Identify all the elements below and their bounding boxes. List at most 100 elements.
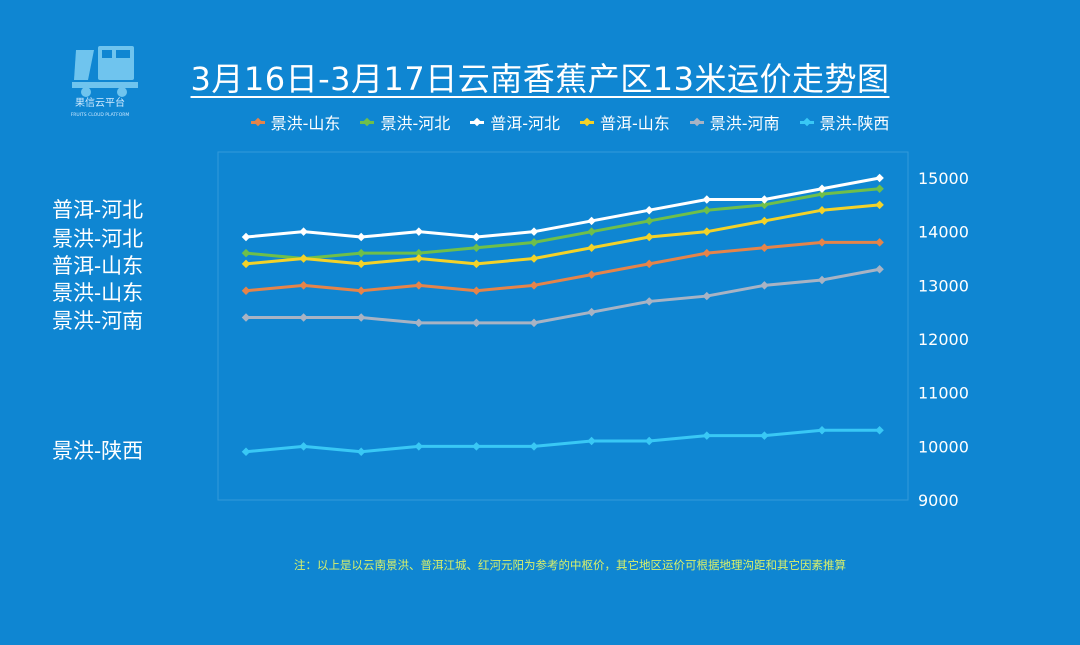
y-tick-label: 15000: [918, 169, 969, 188]
side-label-jinghong-hebei: 景洪-河北: [52, 227, 144, 251]
legend-swatch: [689, 120, 704, 124]
data-point: [644, 436, 654, 446]
data-point: [414, 281, 424, 290]
data-point: [875, 264, 884, 274]
data-point: [529, 318, 539, 328]
legend-item: 景洪-山东: [250, 110, 340, 134]
data-point: [529, 281, 539, 290]
data-point: [587, 270, 596, 279]
data-point: [414, 248, 424, 258]
data-point: [644, 297, 654, 306]
data-point: [587, 216, 596, 226]
data-point: [414, 318, 424, 328]
data-point: [529, 227, 539, 236]
legend-item: 普洱-山东: [580, 110, 670, 134]
data-point: [702, 195, 712, 204]
data-point: [472, 442, 481, 451]
y-tick-label: 9000: [918, 491, 959, 510]
data-point: [356, 286, 366, 295]
data-point: [702, 431, 712, 440]
chart-legend: 景洪-山东 景洪-河北 普洱-河北 普洱-山东 景洪-河南 景洪-陕西: [0, 110, 1080, 134]
y-tick-label: 11000: [918, 384, 969, 403]
data-point: [472, 232, 481, 242]
data-point: [817, 275, 827, 285]
data-point: [241, 248, 251, 258]
legend-label: 景洪-河南: [709, 114, 780, 133]
data-point: [529, 442, 539, 451]
data-point: [299, 254, 308, 263]
data-point: [472, 259, 481, 269]
chart-title: 3月16日-3月17日云南香蕉产区13米运价走势图: [190, 60, 890, 98]
data-point: [760, 431, 769, 440]
legend-label: 景洪-陕西: [819, 114, 890, 133]
plot-area: [217, 151, 909, 501]
series-line-2: [245, 176, 880, 239]
data-point: [241, 447, 251, 456]
data-point: [702, 291, 712, 301]
legend-item: 景洪-河南: [689, 110, 780, 134]
side-label-jinghong-shandong: 景洪-山东: [52, 281, 144, 305]
data-point: [587, 243, 596, 253]
side-label-puer-hebei: 普洱-河北: [52, 198, 144, 222]
data-point: [299, 313, 308, 322]
y-tick-label: 13000: [918, 276, 969, 295]
legend-swatch: [470, 120, 485, 124]
data-point: [760, 281, 769, 290]
y-tick-label: 10000: [918, 437, 969, 456]
legend-swatch: [580, 120, 594, 124]
side-label-puer-shandong: 普洱-山东: [52, 254, 144, 278]
data-point: [356, 313, 366, 322]
side-label-jinghong-shaanxi: 景洪-陕西: [52, 439, 144, 463]
data-point: [702, 205, 712, 215]
data-point: [241, 313, 251, 322]
data-point: [875, 425, 884, 435]
data-point: [356, 259, 366, 269]
series-line-4: [246, 267, 880, 325]
legend-label: 景洪-河北: [380, 114, 451, 133]
data-point: [414, 442, 424, 451]
data-point: [299, 281, 308, 290]
data-point: [587, 307, 596, 317]
truck-logo-icon: 果信云平台 FRUITS CLOUD PLATFORM: [71, 46, 138, 118]
legend-swatch: [799, 120, 814, 124]
series-line-0: [245, 240, 880, 293]
data-point: [241, 232, 251, 242]
data-point: [356, 248, 366, 258]
data-point: [817, 238, 827, 247]
data-point: [702, 227, 712, 236]
data-point: [875, 200, 884, 210]
side-label-jinghong-henan: 景洪-河南: [52, 309, 144, 333]
data-point: [299, 227, 308, 236]
data-point: [414, 254, 424, 263]
y-tick-label: 12000: [918, 330, 969, 349]
data-point: [875, 173, 884, 183]
data-point: [702, 248, 712, 258]
data-point: [241, 259, 251, 269]
logo-text: 果信云平台: [75, 96, 125, 109]
logo-subtext: FRUITS CLOUD PLATFORM: [71, 112, 130, 118]
data-point: [472, 243, 481, 253]
data-point: [241, 286, 251, 295]
legend-item: 景洪-河北: [360, 110, 450, 134]
data-point: [472, 318, 481, 328]
data-point: [760, 195, 769, 204]
data-point: [875, 184, 884, 193]
data-point: [529, 254, 539, 263]
data-point: [587, 227, 596, 236]
footnote: 注：以上是以云南景洪、普洱江城、红河元阳为参考的中枢价，其它地区运价可根据地理沟…: [294, 558, 846, 572]
legend-item: 普洱-河北: [470, 110, 560, 134]
legend-swatch: [250, 120, 265, 124]
legend-label: 普洱-河北: [490, 114, 560, 133]
series-line-3: [245, 203, 880, 266]
legend-label: 普洱-山东: [600, 114, 670, 133]
data-point: [875, 238, 884, 247]
data-point: [356, 232, 366, 242]
data-point: [356, 447, 366, 456]
legend-swatch: [360, 120, 375, 124]
data-point: [817, 205, 827, 215]
data-point: [644, 205, 654, 215]
data-point: [817, 425, 827, 435]
y-tick-label: 14000: [918, 223, 969, 242]
data-point: [644, 232, 654, 242]
